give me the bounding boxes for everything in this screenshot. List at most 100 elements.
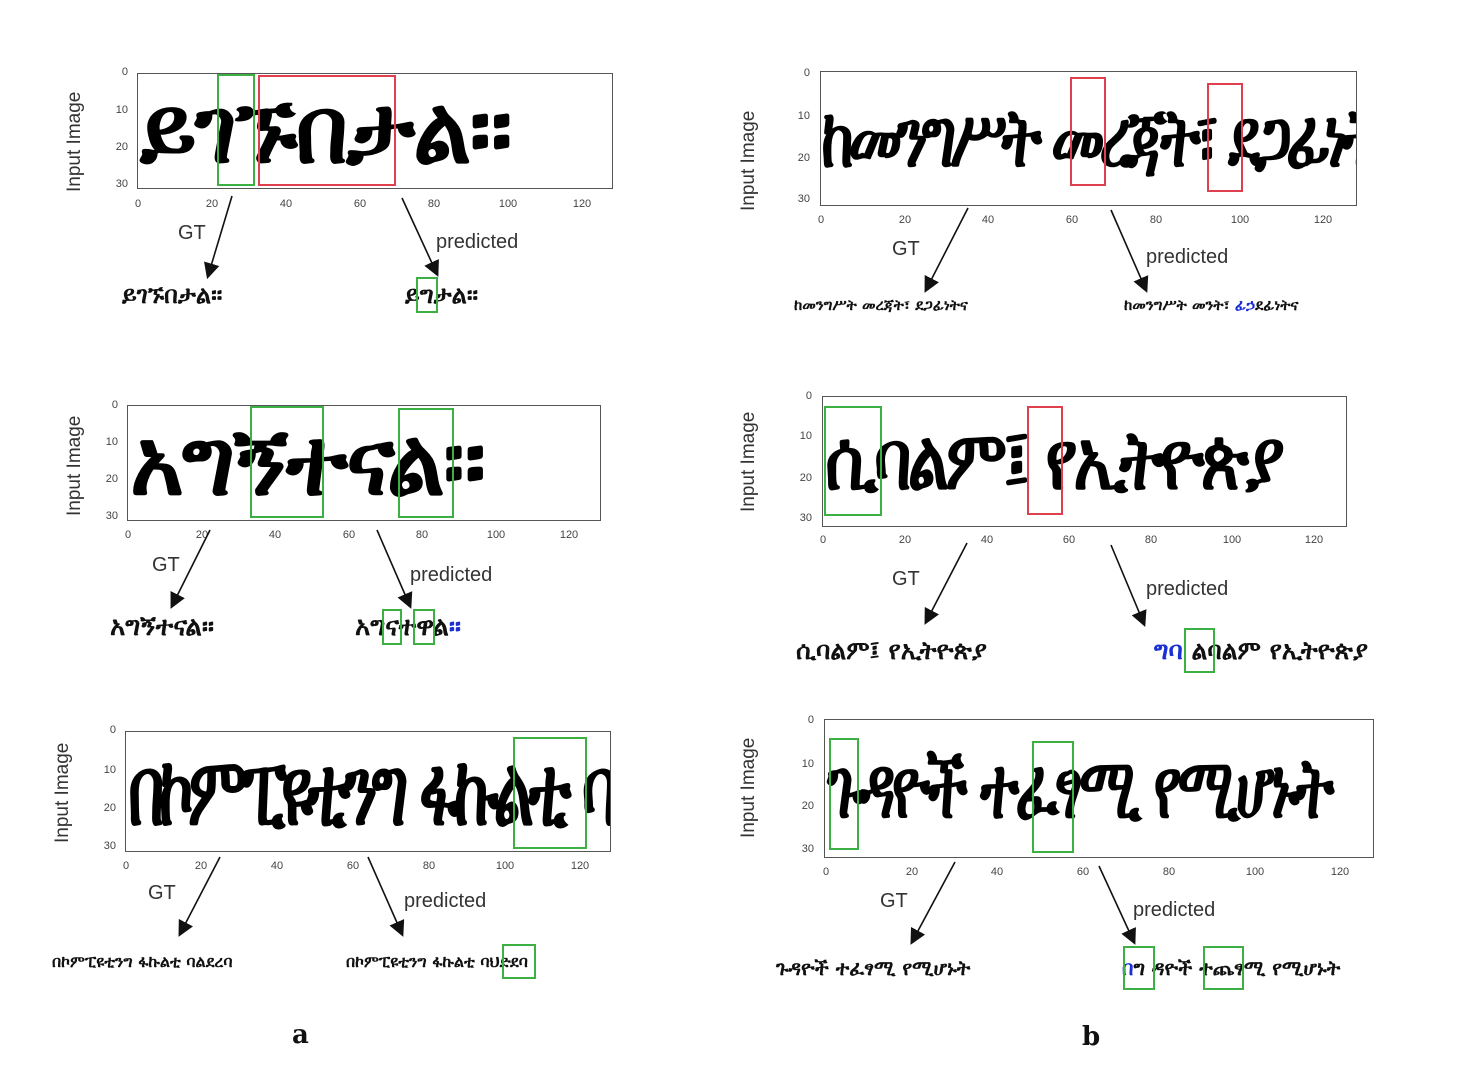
y-tick: 0 — [121, 66, 128, 78]
predicted-label: predicted — [1133, 899, 1216, 921]
y-tick: 20 — [103, 802, 116, 814]
x-tick: 80 — [1162, 866, 1176, 878]
pred-part: ተ — [398, 612, 417, 642]
input-image-text: ይገኙበታል። — [140, 76, 512, 184]
y-tick: 10 — [103, 764, 116, 776]
input-image-plot: ጉዳዮች ተፈፃሚ የሚሆኑት — [824, 719, 1374, 858]
x-tick: 100 — [1245, 866, 1265, 878]
y-tick: 30 — [799, 512, 812, 524]
y-tick: 10 — [105, 436, 118, 448]
pred-part-boxed: ል — [1183, 628, 1216, 673]
x-tick: 100 — [495, 860, 515, 872]
x-tick: 0 — [817, 214, 825, 226]
x-tick: 80 — [427, 198, 441, 210]
gt-transcription: አግኝተናል። — [110, 612, 215, 642]
x-tick: 100 — [1222, 534, 1242, 546]
y-tick: 10 — [801, 758, 814, 770]
predicted-transcription: ግባ ልባልም የኢትዮጵያ — [1154, 628, 1368, 673]
x-tick: 80 — [422, 860, 436, 872]
error-region-box — [1207, 83, 1243, 192]
subfigure-label-a: a — [292, 1020, 309, 1050]
x-tick: 40 — [279, 198, 293, 210]
pred-part: ታል። — [433, 281, 479, 309]
input-image-text: ሲባልም፤ የኢትዮጵያ — [825, 412, 1285, 509]
correct-region-box — [1032, 741, 1074, 853]
x-tick: 0 — [134, 198, 142, 210]
x-tick: 100 — [498, 198, 518, 210]
input-image-plot: ከመንግሥት መረጃት፣ ደጋፊነትና — [820, 71, 1357, 206]
y-tick: 30 — [797, 193, 810, 205]
gt-label: GT — [148, 882, 176, 904]
y-tick: 30 — [105, 510, 118, 522]
x-tick: 40 — [980, 534, 994, 546]
gt-transcription: ይገኙበታል። — [122, 281, 223, 309]
x-tick: 20 — [195, 529, 209, 541]
pred-part-boxed: ግ — [415, 277, 438, 313]
pred-part-inserted: በ — [1122, 956, 1134, 980]
x-tick: 80 — [415, 529, 429, 541]
x-tick: 0 — [124, 529, 132, 541]
x-tick: 60 — [346, 860, 360, 872]
correct-region-box — [513, 737, 587, 849]
predicted-label: predicted — [1146, 246, 1229, 268]
predicted-label: predicted — [1146, 578, 1229, 600]
y-tick: 30 — [103, 840, 116, 852]
y-tick: 10 — [115, 104, 128, 116]
x-tick: 0 — [819, 534, 827, 546]
y-tick: 20 — [797, 152, 810, 164]
pred-part: ፃሚ የሚሆኑት — [1234, 956, 1341, 980]
x-tick: 0 — [822, 866, 830, 878]
input-image-text: በኮምፒዩቲንግ ፋኩልቲ ባልደረባ — [128, 736, 611, 847]
y-tick: 0 — [111, 399, 118, 411]
x-tick: 120 — [570, 860, 590, 872]
input-image-plot: አግኝተናል። — [127, 405, 601, 521]
y-tick: 0 — [803, 67, 810, 79]
input-image-plot: ይገኙበታል። — [137, 73, 613, 189]
x-tick: 40 — [990, 866, 1004, 878]
input-image-plot: ሲባልም፤ የኢትዮጵያ — [822, 396, 1347, 527]
pred-part-boxed: ዋ — [413, 609, 436, 645]
pred-part: በኮምፒዩቲንግ ፋኩልቲ ባህድ — [346, 952, 510, 971]
correct-region-box — [824, 406, 882, 516]
x-tick: 80 — [1149, 214, 1163, 226]
gt-transcription: ሲባልም፤ የኢትዮጵያ — [796, 636, 987, 665]
x-tick: 20 — [898, 534, 912, 546]
pred-part: ደፊነትና — [1255, 296, 1299, 314]
x-tick: 100 — [486, 529, 506, 541]
input-image-plot: በኮምፒዩቲንግ ፋኩልቲ ባልደረባ — [125, 731, 611, 852]
pred-part: ከመንግሥት መንት፣ — [1124, 296, 1235, 314]
x-tick: 60 — [1065, 214, 1079, 226]
predicted-transcription: አግናተዋል። — [355, 609, 462, 645]
pred-part-inserted: ግባ — [1154, 636, 1192, 665]
pred-part-inserted: ፊኃ — [1234, 296, 1256, 314]
y-tick: 20 — [115, 141, 128, 153]
error-region-box — [1070, 77, 1106, 186]
x-tick: 40 — [270, 860, 284, 872]
error-region-box — [1027, 406, 1063, 515]
predicted-transcription: ይግታል። — [405, 277, 479, 313]
gt-label: GT — [880, 890, 908, 912]
input-image-text: ከመንግሥት መረጃት፣ ደጋፊነትና — [821, 91, 1357, 186]
predicted-label: predicted — [436, 231, 519, 253]
pred-part: አግ — [355, 612, 386, 642]
y-tick: 30 — [801, 843, 814, 855]
y-tick: 10 — [799, 430, 812, 442]
x-tick: 60 — [1076, 866, 1090, 878]
gt-transcription: በኮምፒዩቲንግ ፋኩልቲ ባልደረባ — [52, 952, 233, 971]
y-tick: 0 — [805, 390, 812, 402]
y-tick: 0 — [807, 714, 814, 726]
pred-part-boxed: ደባ — [502, 944, 536, 979]
error-region-box — [258, 75, 396, 186]
pred-part-boxed: ና — [382, 609, 402, 645]
y-tick: 10 — [797, 110, 810, 122]
x-tick: 120 — [1330, 866, 1350, 878]
input-image-text: አግኝተናል። — [130, 408, 486, 516]
gt-transcription: ጉዳዮች ተፈፃሚ የሚሆኑት — [776, 956, 971, 980]
pred-part-inserted: ። — [448, 612, 462, 642]
y-tick: 30 — [115, 178, 128, 190]
input-image-text: ጉዳዮች ተፈፃሚ የሚሆኑት — [827, 738, 1334, 838]
